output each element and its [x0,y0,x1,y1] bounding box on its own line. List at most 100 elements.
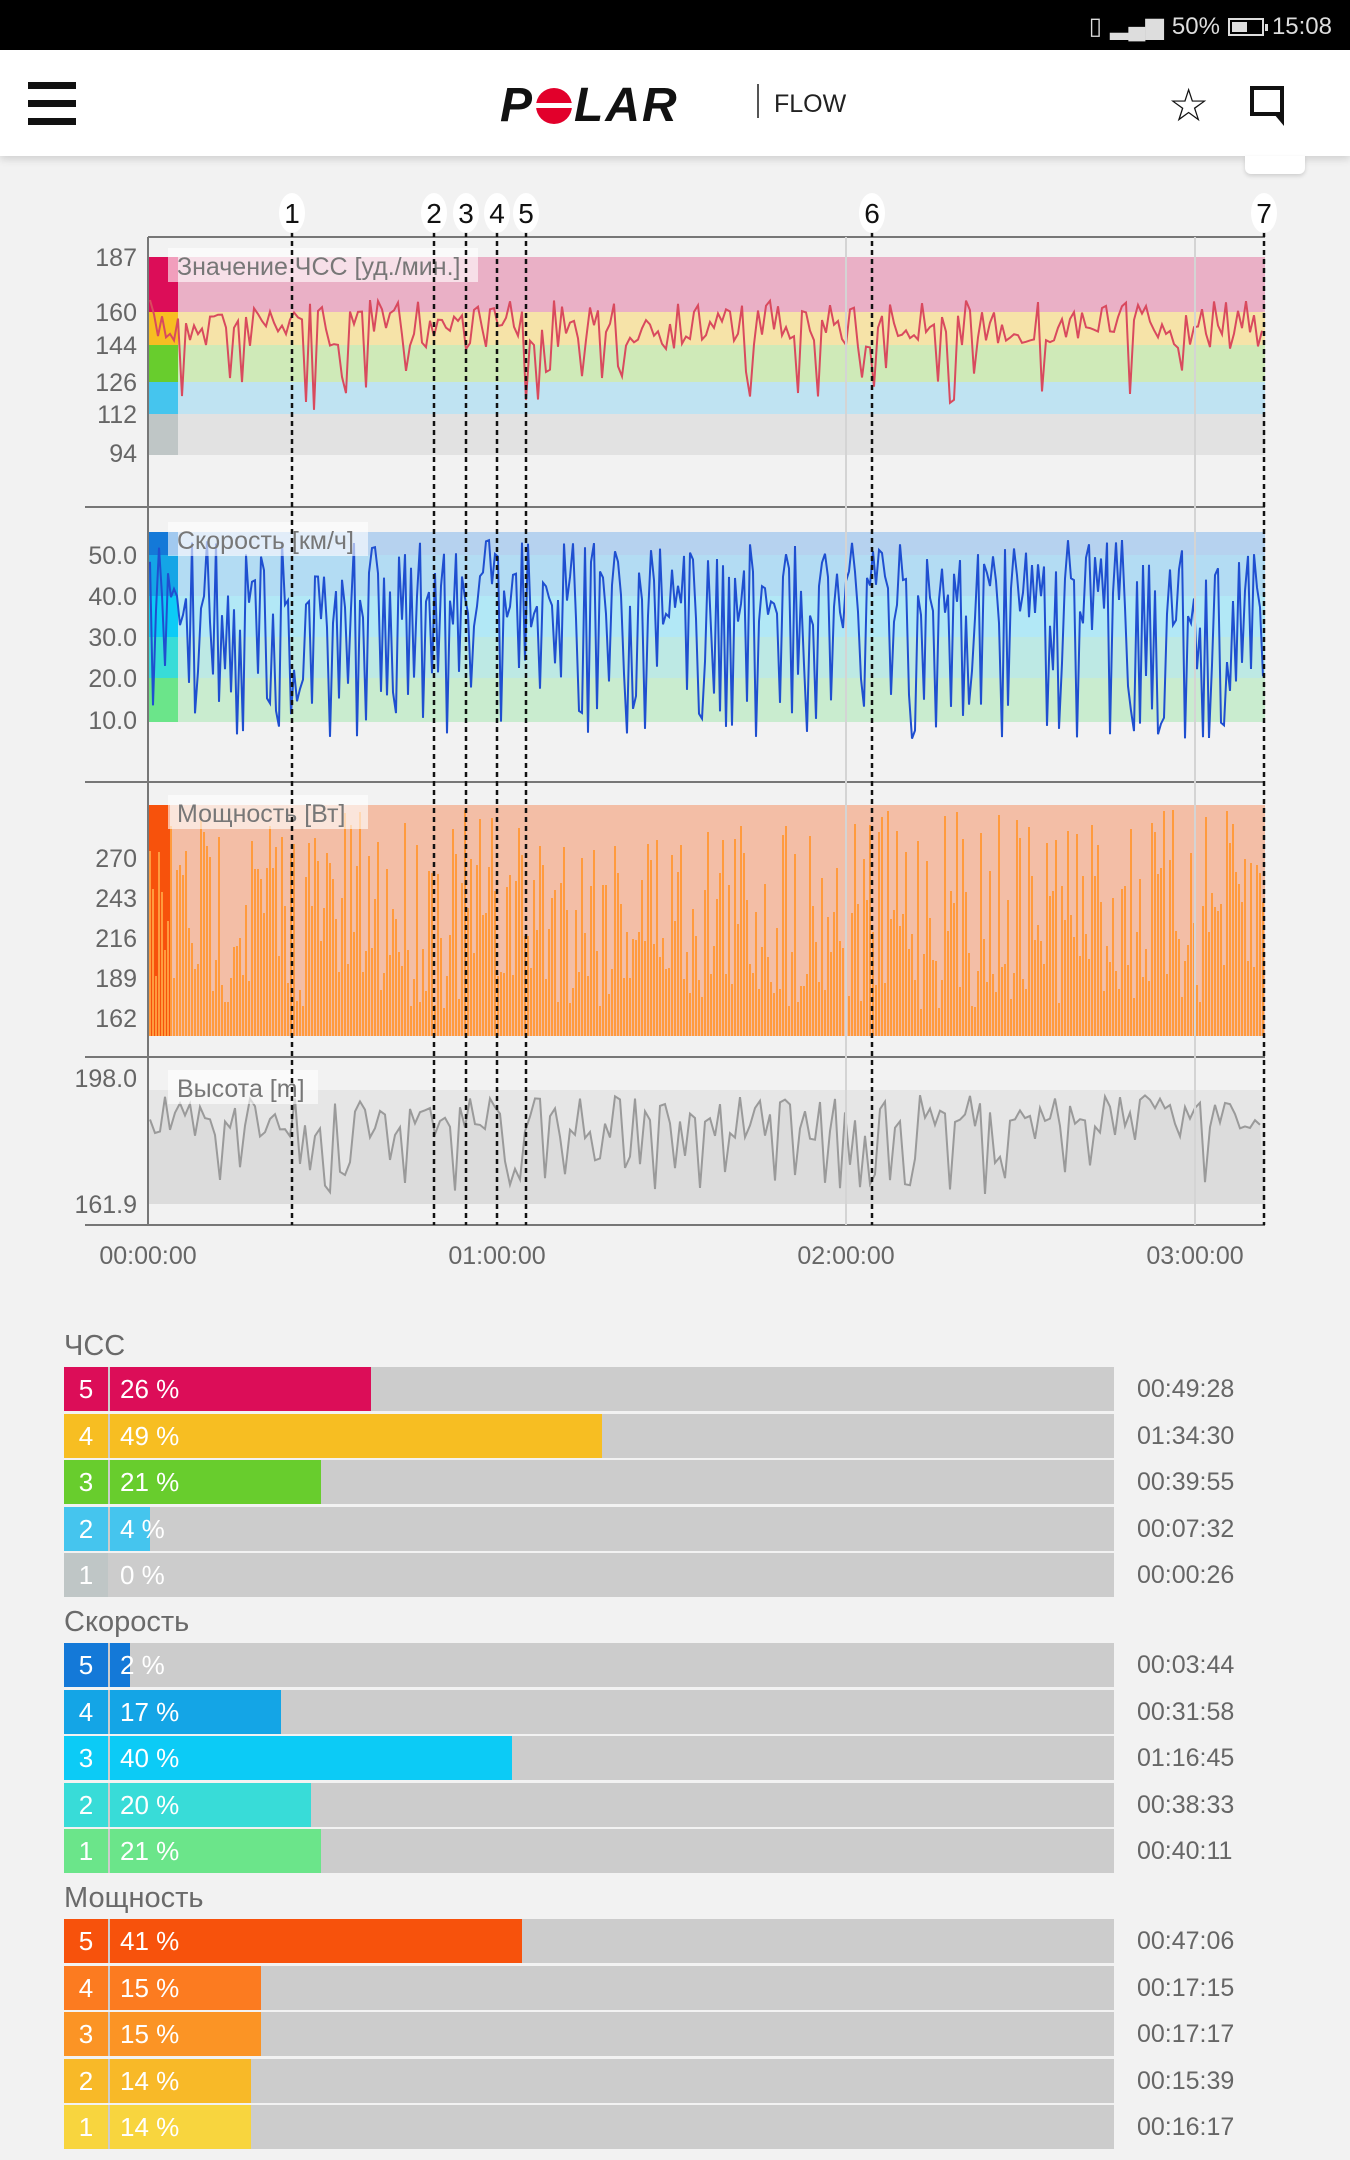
zone-duration: 00:38:33 [1137,1790,1235,1819]
altitude-y-tick: 161.9 [74,1191,137,1219]
zone-duration: 00:15:39 [1137,2066,1235,2095]
vibrate-icon: ▯ [1088,13,1102,40]
lap-marker-circle [279,193,305,233]
zone-group-title: ЧСС [64,1330,126,1362]
hr-title-bg [168,248,478,282]
zone-duration: 00:17:15 [1137,1973,1235,2002]
hr-zone-band [148,414,1265,455]
lap-marker[interactable]: 6 [859,193,885,233]
lap-marker-label: 7 [1256,198,1272,229]
speed-y-tick: 50.0 [88,542,137,570]
zone-row[interactable]: 4 49 % [64,1413,1114,1458]
power-bars [149,810,1264,1036]
x-tick: 00:00:00 [99,1242,196,1270]
zone-fill-bar [110,2105,251,2149]
zone-fill-bar [110,1367,372,1411]
zone-percent: 26 % [120,1374,180,1404]
zone-row[interactable]: 4 17 % [64,1689,1114,1734]
comment-icon[interactable] [1250,86,1284,126]
lap-marker[interactable]: 3 [453,193,479,233]
menu-icon[interactable] [28,82,76,125]
hr-y-tick: 94 [109,440,137,468]
zone-percent: 15 % [120,1972,180,2003]
altitude-line [149,1093,1261,1195]
zone-fill-bar [110,1782,311,1827]
zone-row[interactable]: 3 21 % [64,1460,1114,1504]
lap-marker-circle [453,193,479,233]
polar-logo[interactable]: P LAR [500,79,679,132]
hr-zone-band [148,345,1265,382]
lap-marker-label: 2 [426,198,442,229]
x-tick: 01:00:00 [448,1242,545,1270]
zone-duration: 00:47:06 [1137,1927,1235,1955]
zone-duration: 00:00:26 [1137,1561,1235,1589]
power-zone-band [148,805,1265,1036]
zone-fill-bar [110,1689,281,1734]
speed-title-bg [168,522,368,556]
zone-row[interactable]: 5 26 % [64,1367,1114,1411]
zone-row[interactable]: 3 15 % [64,2012,1114,2056]
zone-number: 1 [64,1829,108,1873]
power-y-tick: 189 [95,965,137,993]
power-y-tick: 243 [95,885,137,913]
zone-percent: 4 % [120,1513,165,1544]
zone-row[interactable]: 2 20 % [64,1782,1114,1827]
zone-number: 3 [64,2012,108,2056]
altitude-area [148,1095,1265,1204]
zone-duration: 00:31:58 [1137,1697,1235,1726]
logo-divider [757,84,759,118]
hr-y-tick: 126 [95,369,137,397]
zone-group-title: Мощность [64,1882,204,1914]
zone-row[interactable]: 1 0 % [64,1553,1114,1597]
zone-row[interactable]: 5 41 % [64,1919,1114,1963]
zone-duration: 00:03:44 [1137,1651,1235,1679]
hr-zone-band [148,312,1265,345]
pull-handle[interactable] [1245,156,1305,174]
zone-percent: 15 % [120,2019,180,2049]
hr-zone-swatch [148,414,178,455]
zone-number: 5 [64,1643,108,1687]
star-icon[interactable]: ☆ [1168,79,1210,131]
zone-percent: 0 % [120,1560,165,1590]
speed-y-tick: 40.0 [88,583,137,611]
lap-marker-circle [421,193,447,233]
zone-number: 4 [64,1689,108,1734]
hr-zone-swatch [148,382,178,414]
lap-marker-circle [513,193,539,233]
lap-marker[interactable]: 2 [421,193,447,233]
zone-row[interactable]: 4 15 % [64,1965,1114,2010]
lap-marker-label: 5 [518,198,534,229]
zone-row[interactable]: 2 4 % [64,1506,1114,1551]
zone-number: 1 [64,1553,108,1597]
zone-row[interactable]: 1 21 % [64,1829,1114,1873]
zone-row[interactable]: 1 14 % [64,2105,1114,2149]
zone-number: 2 [64,1782,108,1827]
hr-y-tick: 144 [95,332,137,360]
power-title-bg [168,795,368,829]
lap-marker[interactable]: 4 [484,193,510,233]
zone-row[interactable]: 3 40 % [64,1736,1114,1780]
lap-marker[interactable]: 5 [513,193,539,233]
zone-number: 2 [64,2058,108,2103]
zone-percent: 21 % [120,1467,180,1497]
zone-duration: 00:39:55 [1137,1468,1235,1496]
power-y-tick: 270 [95,845,137,873]
zone-duration: 00:40:11 [1137,1837,1233,1865]
hr-y-tick: 160 [95,299,137,327]
power-y-tick: 216 [95,925,137,953]
lap-marker[interactable]: 7 [1251,193,1277,233]
hr-zone-band [148,382,1265,414]
hr-zone-swatch [148,345,178,382]
zone-fill-bar [110,1919,522,1963]
speed-y-tick: 20.0 [88,665,137,693]
zone-fill-bar [110,1965,261,2010]
lap-marker-circle [859,193,885,233]
zone-row[interactable]: 5 2 % [64,1643,1114,1687]
zone-row[interactable]: 2 14 % [64,2058,1114,2103]
zone-fill-bar [110,1413,602,1458]
lap-marker[interactable]: 1 [279,193,305,233]
training-chart[interactable]: Значение ЧСС [уд./мин.]18716014412611294… [0,0,1350,1300]
zone-duration: 00:07:32 [1137,1514,1235,1543]
zone-fill-bar [110,2058,251,2103]
hr-y-tick: 187 [95,244,137,272]
